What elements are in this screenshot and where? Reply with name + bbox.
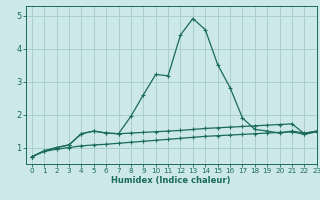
X-axis label: Humidex (Indice chaleur): Humidex (Indice chaleur) — [111, 176, 231, 185]
